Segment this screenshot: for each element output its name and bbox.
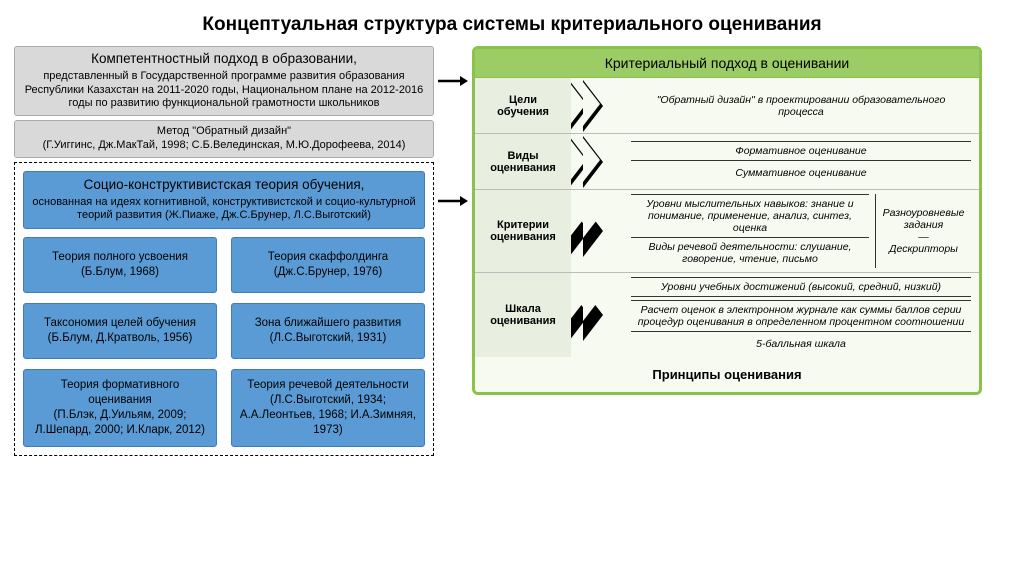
competency-body: представленный в Государственной програм… [21, 70, 427, 111]
theory-cell: Теория речевой деятельности(Л.С.Выготски… [231, 369, 425, 447]
arrow-2 [438, 194, 468, 208]
criteria-header: Критериальный подход в оценивании [475, 49, 979, 78]
right-column: Критериальный подход в оценивании Целиоб… [472, 46, 982, 456]
theory-grid: Теория полного усвоения(Б.Блум, 1968) Те… [23, 237, 425, 447]
row-body: "Обратный дизайн" в проектировании образ… [627, 78, 979, 133]
row-item: Уровни мыслительных навыков: знание и по… [631, 194, 869, 238]
criteria-row: Видыоценивания Формативное оценивание Сумм… [475, 134, 979, 190]
row-side: Разноуровневые задания—Дескрипторы [875, 194, 971, 268]
socio-heading: Социо-конструктивистская теория обучения… [30, 177, 418, 194]
row-item: Уровни учебных достижений (высокий, сред… [631, 277, 971, 297]
row-label: Шкалаоценивания [475, 273, 571, 357]
criteria-rows: Целиобучения "Обратный дизайн" в проектир… [475, 78, 979, 357]
criteria-row: Целиобучения "Обратный дизайн" в проектир… [475, 78, 979, 134]
theory-group: Социо-конструктивистская теория обучения… [14, 162, 434, 456]
row-label: Видыоценивания [475, 134, 571, 189]
row-item: Расчет оценок в электронном журнале как … [631, 300, 971, 332]
backward-design-box: Метод "Обратный дизайн" (Г.Уиггинс, Дж.М… [14, 120, 434, 158]
socio-constructivist-box: Социо-конструктивистская теория обучения… [23, 171, 425, 229]
theory-cell: Теория формативного оценивания(П.Блэк, Д… [23, 369, 217, 447]
theory-cell: Теория скаффолдинга(Дж.С.Брунер, 1976) [231, 237, 425, 293]
page-title: Концептуальная структура системы критери… [0, 0, 1024, 46]
competency-box: Компетентностный подход в образовании, п… [14, 46, 434, 116]
chevron-icon [571, 273, 627, 357]
diagram-content: Компетентностный подход в образовании, п… [0, 46, 1024, 456]
row-item: Формативное оценивание [631, 141, 971, 161]
competency-heading: Компетентностный подход в образовании, [21, 51, 427, 68]
criteria-row: Критерииоценивания Уровни мыслительных на… [475, 190, 979, 273]
row-item: Виды речевой деятельности: слушание, гов… [631, 238, 869, 268]
criteria-panel: Критериальный подход в оценивании Целиоб… [472, 46, 982, 395]
criteria-row: Шкалаоценивания Уровни учебных достижений… [475, 273, 979, 357]
chevron-icon [571, 190, 627, 272]
row-body: Формативное оценивание Суммативное оценив… [627, 134, 979, 189]
theory-cell: Таксономия целей обучения(Б.Блум, Д.Крат… [23, 303, 217, 359]
row-body: Уровни учебных достижений (высокий, сред… [627, 273, 979, 357]
row-item: 5-балльная шкала [631, 335, 971, 353]
arrow-1 [438, 74, 468, 88]
backward-design-heading: Метод "Обратный дизайн" [21, 125, 427, 139]
row-body: Уровни мыслительных навыков: знание и по… [627, 190, 979, 272]
left-column: Компетентностный подход в образовании, п… [14, 46, 434, 456]
backward-design-body: (Г.Уиггинс, Дж.МакТай, 1998; С.Б.Веледин… [21, 139, 427, 153]
row-label: Критерииоценивания [475, 190, 571, 272]
chevron-icon [571, 78, 627, 133]
row-item: Суммативное оценивание [631, 164, 971, 182]
theory-cell: Теория полного усвоения(Б.Блум, 1968) [23, 237, 217, 293]
chevron-icon [571, 134, 627, 189]
socio-body: основанная на идеях когнитивной, констру… [30, 196, 418, 224]
row-item: "Обратный дизайн" в проектировании образ… [631, 91, 971, 121]
principles-footer: Принципы оценивания [475, 357, 979, 392]
row-label: Целиобучения [475, 78, 571, 133]
theory-cell: Зона ближайшего развития(Л.С.Выготский, … [231, 303, 425, 359]
